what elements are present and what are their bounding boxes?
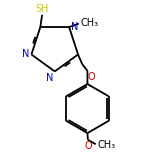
Text: O: O	[88, 72, 96, 82]
Text: CH₃: CH₃	[80, 18, 98, 28]
Text: N: N	[22, 49, 30, 59]
Text: N: N	[71, 22, 78, 32]
Text: CH₃: CH₃	[98, 140, 116, 150]
Text: SH: SH	[35, 4, 49, 14]
Text: N: N	[46, 73, 53, 83]
Text: O: O	[84, 140, 92, 150]
